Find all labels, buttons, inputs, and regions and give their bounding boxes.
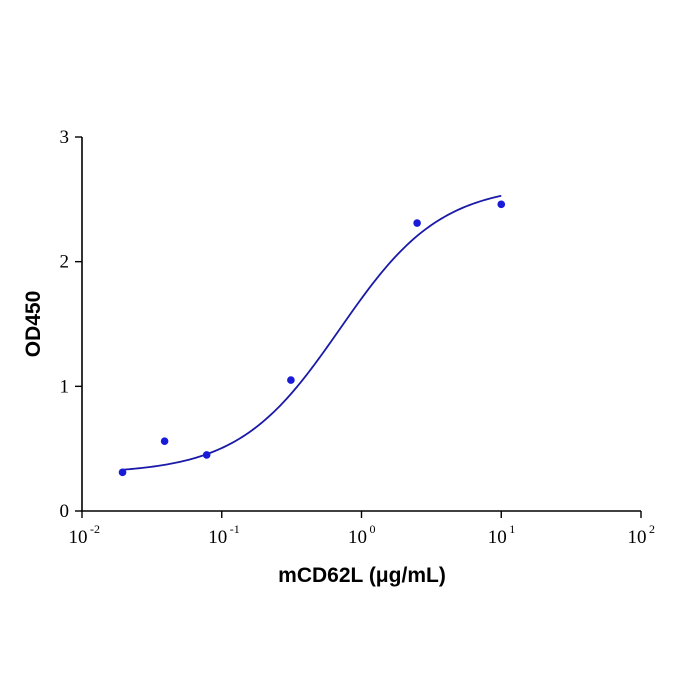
x-tick-label: 10: [69, 527, 88, 548]
y-tick-label: 0: [60, 501, 70, 522]
x-tick-exponent: -2: [90, 522, 100, 536]
x-tick-label: 10: [208, 527, 227, 548]
data-point: [497, 200, 506, 209]
axes-layer: [81, 137, 641, 512]
data-point: [202, 451, 211, 459]
fit-curve: [122, 194, 502, 471]
y-axis-title: OD450: [22, 291, 45, 358]
data-point: [118, 468, 127, 477]
x-tick-exponent: 2: [649, 522, 655, 536]
x-tick-label: 10: [348, 527, 367, 548]
fit-curve-layer: [122, 194, 502, 471]
x-tick-exponent: 1: [509, 522, 515, 536]
data-point: [160, 437, 169, 445]
x-tick-exponent: -1: [230, 522, 240, 536]
data-point: [287, 376, 295, 384]
data-point: [413, 219, 421, 227]
y-tick-label: 3: [60, 127, 70, 148]
x-tick-exponent: 0: [370, 522, 376, 536]
y-tick-label: 1: [60, 376, 70, 397]
x-axis-title: mCD62L (μg/mL): [278, 564, 446, 587]
y-tick-label: 2: [60, 252, 70, 273]
data-points-layer: [118, 200, 506, 477]
x-tick-label: 10: [628, 527, 647, 548]
x-tick-label: 10: [488, 527, 507, 548]
